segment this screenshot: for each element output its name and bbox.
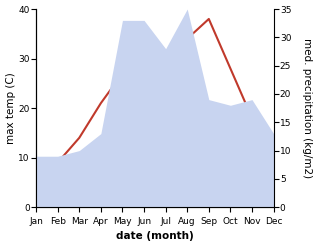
Y-axis label: med. precipitation (kg/m2): med. precipitation (kg/m2)	[302, 38, 313, 178]
Y-axis label: max temp (C): max temp (C)	[5, 72, 16, 144]
X-axis label: date (month): date (month)	[116, 231, 194, 242]
